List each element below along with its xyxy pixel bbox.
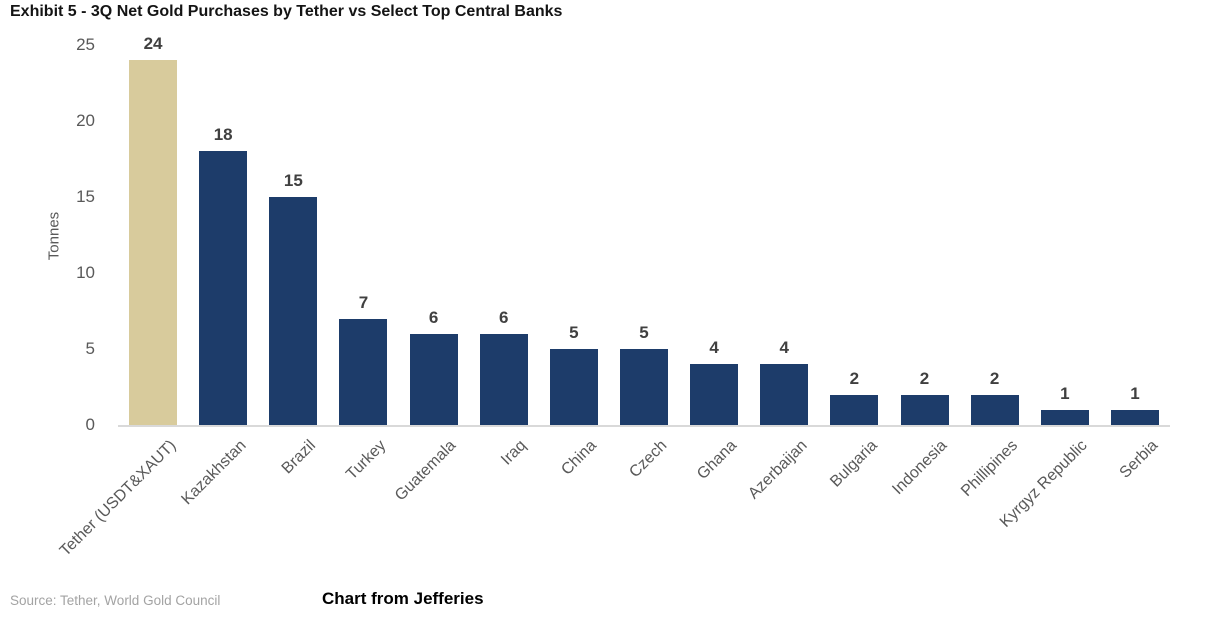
bar-brazil xyxy=(269,197,318,425)
bar-azerbaijan xyxy=(760,364,809,425)
bar-china xyxy=(549,349,598,425)
x-axis-label: Indonesia xyxy=(889,437,951,499)
bar-turkey xyxy=(339,318,388,425)
bar-ghana xyxy=(690,364,739,425)
y-tick-label: 15 xyxy=(76,187,95,206)
y-tick-label: 25 xyxy=(76,35,95,54)
bar-value-label: 6 xyxy=(428,307,439,327)
bar-phillipines xyxy=(970,394,1019,425)
bar-value-label: 1 xyxy=(1060,383,1070,403)
bar-guatemala xyxy=(409,333,458,425)
bar-value-label: 6 xyxy=(498,307,509,327)
bar-value-label: 2 xyxy=(849,368,860,388)
bar-value-label: 7 xyxy=(358,292,369,312)
x-axis-label: Azerbaijan xyxy=(744,437,811,503)
y-tick-label: 10 xyxy=(76,263,95,282)
bar-value-label: 4 xyxy=(709,338,719,358)
x-axis-label: Bulgaria xyxy=(826,437,881,491)
bar-tether-usdt-xaut xyxy=(129,60,178,425)
bar-kyrgyz-republic xyxy=(1040,409,1089,425)
bar-value-label: 24 xyxy=(143,34,163,54)
bar-kazakhstan xyxy=(199,151,248,425)
y-tick-label: 20 xyxy=(76,111,95,130)
x-axis-label: Tether (USDT&XAUT) xyxy=(56,437,180,560)
x-axis-label: Serbia xyxy=(1116,437,1161,482)
credit-note: Chart from Jefferies xyxy=(322,589,484,608)
x-axis-label: Kazakhstan xyxy=(178,437,250,509)
x-axis-label: Turkey xyxy=(343,437,390,484)
chart-title: Exhibit 5 - 3Q Net Gold Purchases by Tet… xyxy=(10,3,563,20)
bar-iraq xyxy=(479,333,528,425)
bar-value-label: 2 xyxy=(989,368,1000,388)
x-axis-label: Iraq xyxy=(498,437,530,469)
x-axis-label: Czech xyxy=(625,437,671,482)
bar-value-label: 15 xyxy=(283,171,303,190)
bar-value-label: 1 xyxy=(1130,383,1140,403)
y-tick-label: 0 xyxy=(85,415,95,434)
bar-serbia xyxy=(1110,409,1159,425)
plot-area: 24 18 15 7 6 6 5 5 4 4 2 2 2 1 1 xyxy=(118,34,1170,427)
bar-czech xyxy=(620,349,668,425)
x-axis-label: China xyxy=(558,437,600,479)
bar-indonesia xyxy=(900,394,949,425)
x-axis-labels: Tether (USDT&XAUT) Kazakhstan Brazil Turkey… xyxy=(56,437,1170,587)
y-tick-label: 5 xyxy=(85,339,95,358)
bar-value-label: 5 xyxy=(639,323,649,342)
x-axis-label: Ghana xyxy=(694,437,741,483)
bar-value-label: 2 xyxy=(919,368,930,388)
bar-value-label: 5 xyxy=(569,323,579,342)
bar-bulgaria xyxy=(830,394,879,425)
source-note: Source: Tether, World Gold Council xyxy=(10,593,221,608)
x-axis-label: Brazil xyxy=(279,437,320,478)
x-axis-label: Guatemala xyxy=(392,437,460,505)
x-axis-label: Phillipines xyxy=(957,437,1021,500)
y-axis-ticks: 0 5 10 15 20 25 xyxy=(0,35,95,434)
bar-value-label: 4 xyxy=(779,338,789,358)
bar-value-label: 18 xyxy=(213,125,233,145)
